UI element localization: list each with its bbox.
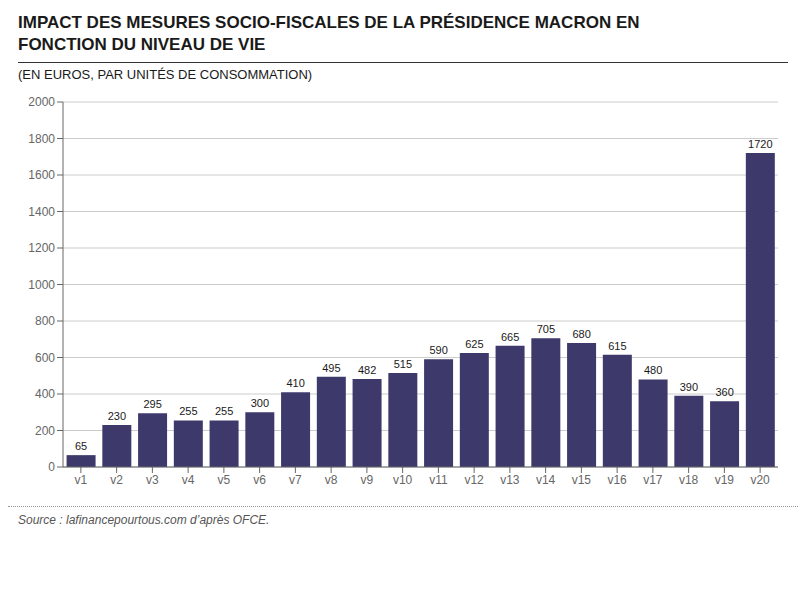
svg-text:v12: v12 [464, 473, 484, 487]
svg-text:1600: 1600 [28, 168, 55, 182]
svg-text:390: 390 [680, 381, 698, 393]
svg-text:590: 590 [429, 344, 447, 356]
html-text:Source : lafinancepourtous.com: Source : lafinancepourtous.com d’après O… [18, 513, 270, 527]
svg-text:v7: v7 [289, 473, 302, 487]
svg-text:v20: v20 [750, 473, 770, 487]
svg-text:v3: v3 [146, 473, 159, 487]
svg-text:200: 200 [35, 424, 55, 438]
svg-text:v6: v6 [253, 473, 266, 487]
svg-text:495: 495 [322, 362, 340, 374]
svg-text:v13: v13 [500, 473, 520, 487]
svg-text:v5: v5 [218, 473, 231, 487]
svg-text:0: 0 [48, 460, 55, 474]
svg-text:665: 665 [501, 331, 519, 343]
html-text:FONCTION DU NIVEAU DE VIE: FONCTION DU NIVEAU DE VIE [18, 35, 266, 54]
svg-text:625: 625 [465, 338, 483, 350]
svg-text:v14: v14 [536, 473, 556, 487]
svg-text:480: 480 [644, 364, 662, 376]
svg-text:1800: 1800 [28, 132, 55, 146]
svg-text:230: 230 [108, 410, 126, 422]
svg-text:v2: v2 [110, 473, 123, 487]
svg-text:v4: v4 [182, 473, 195, 487]
svg-text:1000: 1000 [28, 278, 55, 292]
svg-text:255: 255 [215, 405, 233, 417]
svg-text:1400: 1400 [28, 205, 55, 219]
html-text:(EN EUROS, PAR UNITÉS DE CONSO: (EN EUROS, PAR UNITÉS DE CONSOMMATION) [18, 67, 313, 82]
svg-text:300: 300 [251, 397, 269, 409]
svg-text:65: 65 [75, 440, 87, 452]
html-text:IMPACT DES MESURES SOCIO-FISCA: IMPACT DES MESURES SOCIO-FISCALES DE LA … [18, 13, 640, 32]
svg-text:360: 360 [715, 386, 733, 398]
svg-text:1720: 1720 [748, 138, 772, 150]
svg-text:800: 800 [35, 314, 55, 328]
svg-text:400: 400 [35, 387, 55, 401]
svg-text:515: 515 [394, 358, 412, 370]
svg-text:482: 482 [358, 364, 376, 376]
svg-text:680: 680 [572, 328, 590, 340]
svg-text:600: 600 [35, 351, 55, 365]
svg-text:v15: v15 [572, 473, 592, 487]
svg-text:v19: v19 [715, 473, 735, 487]
svg-text:705: 705 [537, 323, 555, 335]
svg-text:255: 255 [179, 405, 197, 417]
svg-text:v11: v11 [429, 473, 448, 487]
svg-text:v9: v9 [361, 473, 374, 487]
svg-text:v1: v1 [75, 473, 88, 487]
svg-text:v17: v17 [643, 473, 663, 487]
svg-text:2000: 2000 [28, 95, 55, 109]
svg-text:v8: v8 [325, 473, 338, 487]
svg-text:295: 295 [143, 398, 161, 410]
svg-text:615: 615 [608, 340, 626, 352]
svg-text:v16: v16 [607, 473, 627, 487]
svg-text:410: 410 [286, 377, 304, 389]
svg-text:v18: v18 [679, 473, 699, 487]
svg-text:v10: v10 [393, 473, 413, 487]
svg-text:1200: 1200 [28, 241, 55, 255]
